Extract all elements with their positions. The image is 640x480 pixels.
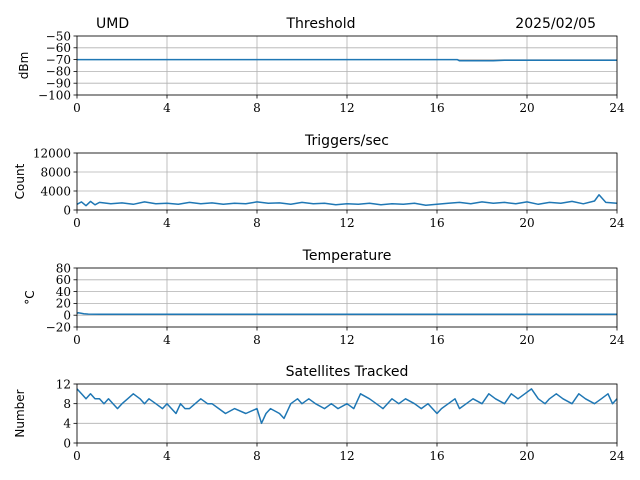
series-line: [76, 388, 618, 425]
panel-3: 0 4 8 12 16 20 24 12 8 4 0 Satellites Tracked Number: [13, 364, 625, 463]
x-tick-label: 16: [429, 216, 444, 230]
x-tick-label: 8: [253, 449, 261, 463]
y-tick-label: −60: [46, 41, 71, 55]
x-tick-label: 0: [73, 216, 81, 230]
panel-title: Satellites Tracked: [286, 364, 409, 380]
x-tick-label: 20: [519, 449, 534, 463]
y-tick-label: −70: [46, 53, 71, 67]
panel-0: 0 4 8 12 16 20 24 −50−60−70−80−90−100 Threshold d…: [17, 16, 625, 115]
y-tick-label: 8000: [40, 165, 71, 179]
y-tick-label: 20: [56, 297, 71, 311]
x-tick-label: 16: [429, 333, 444, 347]
x-tick-label: 16: [429, 449, 444, 463]
y-tick-label: 0: [63, 436, 71, 450]
x-tick-label: 12: [339, 216, 354, 230]
x-tick-label: 24: [609, 216, 625, 230]
x-tick-label: 12: [339, 333, 354, 347]
y-tick-label: 80: [56, 261, 71, 275]
panel-title: Temperature: [302, 248, 392, 264]
panel-1: 0 4 8 12 16 20 24 12000 8000 4000 0 Triggers/sec Cou…: [13, 133, 625, 230]
y-tick-label: 4: [63, 417, 71, 431]
y-tick-label: −90: [46, 77, 71, 91]
y-tick-label: −100: [38, 88, 71, 102]
x-tick-label: 24: [609, 333, 625, 347]
y-axis-label: Count: [13, 163, 27, 199]
y-tick-label: −50: [46, 29, 71, 43]
x-tick-label: 4: [163, 101, 171, 115]
y-tick-label: 12000: [33, 146, 71, 160]
y-tick-label: 0: [63, 203, 71, 217]
x-tick-label: 20: [519, 101, 534, 115]
x-tick-label: 0: [73, 449, 81, 463]
panel-title: Threshold: [286, 16, 356, 32]
y-tick-label: −20: [46, 320, 71, 334]
panel-title: Triggers/sec: [304, 133, 389, 149]
y-tick-label: 8: [63, 397, 71, 411]
x-tick-label: 20: [519, 216, 534, 230]
x-tick-label: 24: [609, 449, 625, 463]
y-tick-label: −80: [46, 65, 71, 79]
chart-panels: 0 4 8 12 16 20 24 −50−60−70−80−90−100 Threshold d…: [13, 16, 625, 463]
x-tick-label: 4: [163, 333, 171, 347]
x-tick-label: 4: [163, 216, 171, 230]
y-axis-label: dBm: [17, 52, 31, 80]
x-tick-label: 0: [73, 333, 81, 347]
x-tick-label: 16: [429, 101, 444, 115]
series-line: [77, 58, 617, 62]
x-tick-label: 20: [519, 333, 534, 347]
x-tick-label: 0: [73, 101, 81, 115]
x-tick-label: 8: [253, 101, 261, 115]
y-tick-label: 60: [56, 273, 71, 287]
y-tick-label: 4000: [40, 184, 71, 198]
x-tick-label: 4: [163, 449, 171, 463]
x-tick-label: 24: [609, 101, 625, 115]
series-line: [76, 312, 617, 316]
y-tick-label: 12: [56, 377, 71, 391]
x-tick-label: 12: [339, 101, 354, 115]
x-tick-label: 8: [253, 216, 261, 230]
header-site: UMD: [96, 16, 129, 32]
y-tick-label: 0: [63, 309, 71, 323]
series-line: [76, 194, 618, 207]
y-axis-label: Number: [13, 389, 27, 437]
x-tick-label: 8: [253, 333, 261, 347]
header-date: 2025/02/05: [515, 16, 596, 32]
y-axis-label: °C: [23, 290, 37, 304]
x-tick-label: 12: [339, 449, 354, 463]
y-tick-label: 40: [56, 285, 71, 299]
